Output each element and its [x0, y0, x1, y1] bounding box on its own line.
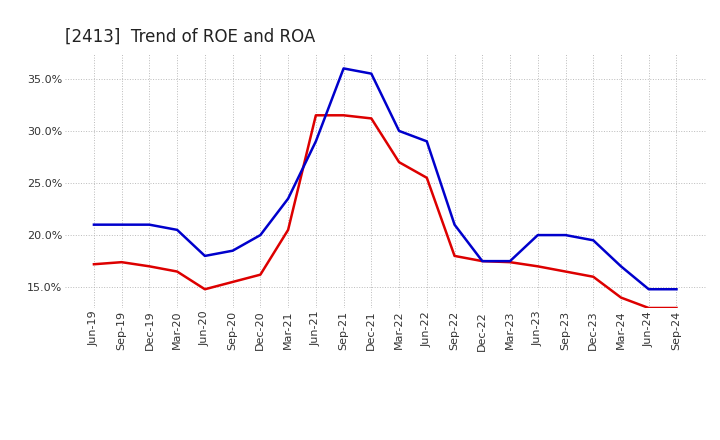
ROA — [505, 258, 514, 264]
ROE — [284, 227, 292, 232]
ROE — [616, 295, 625, 300]
ROA — [173, 227, 181, 232]
ROE — [561, 269, 570, 274]
ROA — [589, 238, 598, 243]
ROA — [534, 232, 542, 238]
ROE — [201, 286, 210, 292]
ROA — [616, 264, 625, 269]
ROA — [672, 286, 681, 292]
ROE — [367, 116, 376, 121]
ROE — [423, 175, 431, 180]
ROA — [339, 66, 348, 71]
ROE — [589, 274, 598, 279]
ROA — [201, 253, 210, 259]
ROE — [395, 160, 403, 165]
ROA — [644, 286, 653, 292]
ROE — [450, 253, 459, 259]
ROE — [145, 264, 154, 269]
ROE — [644, 305, 653, 311]
ROE — [173, 269, 181, 274]
ROE — [228, 279, 237, 285]
ROE — [478, 258, 487, 264]
ROA — [367, 71, 376, 76]
ROE — [534, 264, 542, 269]
ROE — [339, 113, 348, 118]
Text: [2413]  Trend of ROE and ROA: [2413] Trend of ROE and ROA — [65, 28, 315, 46]
Line: ROA: ROA — [94, 69, 677, 289]
ROA — [256, 232, 265, 238]
ROE — [312, 113, 320, 118]
ROE — [117, 260, 126, 265]
ROA — [450, 222, 459, 227]
ROA — [561, 232, 570, 238]
ROA — [478, 258, 487, 264]
ROA — [89, 222, 98, 227]
ROE — [256, 272, 265, 277]
ROA — [312, 139, 320, 144]
ROA — [145, 222, 154, 227]
ROA — [423, 139, 431, 144]
ROE — [89, 262, 98, 267]
ROA — [395, 128, 403, 134]
ROE — [505, 260, 514, 265]
ROA — [228, 248, 237, 253]
Line: ROE: ROE — [94, 115, 677, 308]
ROA — [284, 196, 292, 201]
ROE — [672, 305, 681, 311]
ROA — [117, 222, 126, 227]
